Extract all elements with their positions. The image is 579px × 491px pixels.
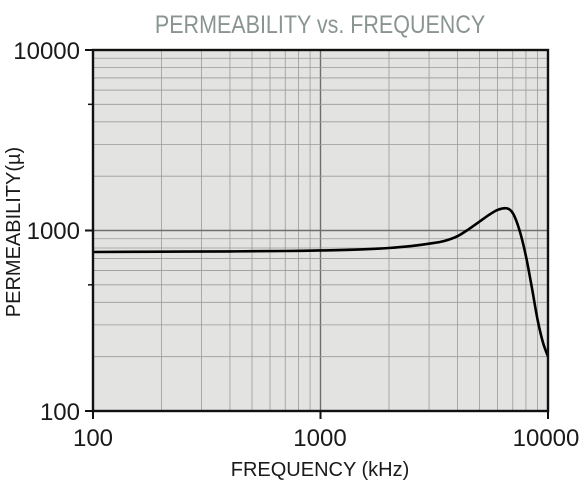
x-tick-label: 1000 [293,425,346,452]
y-tick-label: 100 [40,399,80,426]
grid-lines [93,50,548,411]
y-axis-label: PERMEABILITY(µ) [3,147,25,317]
y-tick-label: 1000 [27,218,80,245]
plot-frame [91,48,550,413]
y-tick-label: 10000 [13,38,80,65]
chart-title: PERMEABILITY vs. FREQUENCY [155,10,486,38]
x-axis-label: FREQUENCY (kHz) [231,459,410,481]
x-tick-label: 100 [73,425,113,452]
permeability-line [92,206,550,358]
x-tick-label: 10000 [513,425,579,452]
